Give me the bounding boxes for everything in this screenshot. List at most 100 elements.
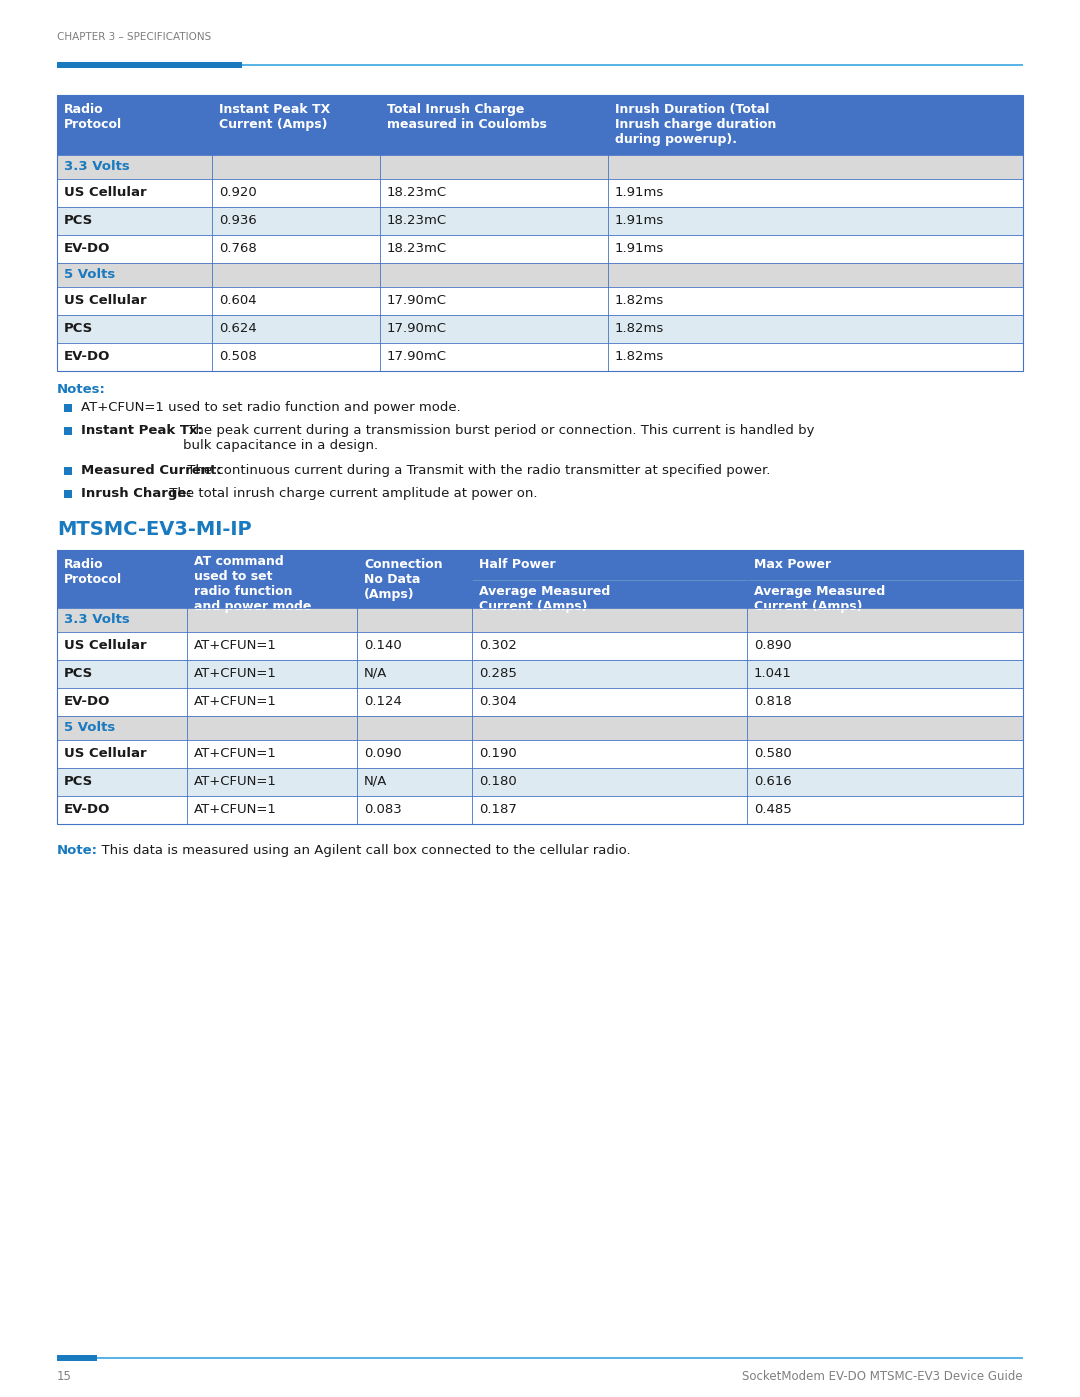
Text: 17.90mC: 17.90mC — [387, 321, 447, 335]
Bar — [57, 550, 187, 608]
Text: AT+CFUN=1: AT+CFUN=1 — [194, 747, 276, 760]
Text: AT+CFUN=1: AT+CFUN=1 — [194, 666, 276, 680]
Text: 1.82ms: 1.82ms — [615, 293, 664, 307]
Bar — [57, 95, 212, 155]
Bar — [57, 235, 1023, 263]
Bar — [57, 155, 1023, 179]
Text: 0.302: 0.302 — [480, 638, 517, 652]
Text: EV-DO: EV-DO — [64, 351, 110, 363]
Text: 0.604: 0.604 — [219, 293, 257, 307]
Text: N/A: N/A — [364, 666, 388, 680]
Bar — [57, 608, 1023, 631]
Text: 5 Volts: 5 Volts — [64, 721, 116, 733]
Text: N/A: N/A — [364, 775, 388, 788]
Text: 15: 15 — [57, 1370, 72, 1383]
Text: AT+CFUN=1: AT+CFUN=1 — [194, 803, 276, 816]
Text: 3.3 Volts: 3.3 Volts — [64, 613, 130, 626]
Text: PCS: PCS — [64, 214, 93, 226]
Bar — [57, 550, 1023, 824]
Text: 1.82ms: 1.82ms — [615, 351, 664, 363]
Bar — [187, 550, 357, 608]
Text: PCS: PCS — [64, 321, 93, 335]
Text: Half Power: Half Power — [480, 557, 555, 571]
Text: 0.818: 0.818 — [754, 694, 792, 708]
Text: Average Measured
Current (Amps): Average Measured Current (Amps) — [754, 585, 886, 613]
Bar — [57, 286, 1023, 314]
Text: Max Power: Max Power — [754, 557, 832, 571]
Text: The peak current during a transmission burst period or connection. This current : The peak current during a transmission b… — [183, 425, 814, 453]
Text: 0.616: 0.616 — [754, 775, 792, 788]
Text: PCS: PCS — [64, 775, 93, 788]
Text: 0.190: 0.190 — [480, 747, 516, 760]
Text: 17.90mC: 17.90mC — [387, 293, 447, 307]
Bar — [57, 61, 242, 68]
Text: US Cellular: US Cellular — [64, 638, 147, 652]
Text: Average Measured
Current (Amps): Average Measured Current (Amps) — [480, 585, 610, 613]
Text: 0.140: 0.140 — [364, 638, 402, 652]
Text: 0.890: 0.890 — [754, 638, 792, 652]
Text: Inrush Charge:: Inrush Charge: — [81, 488, 192, 500]
Text: The continuous current during a Transmit with the radio transmitter at specified: The continuous current during a Transmit… — [183, 464, 770, 476]
Text: 18.23mC: 18.23mC — [387, 242, 447, 256]
Text: 0.936: 0.936 — [219, 214, 257, 226]
Text: Measured Current:: Measured Current: — [81, 464, 221, 476]
Text: AT+CFUN=1: AT+CFUN=1 — [194, 638, 276, 652]
Text: US Cellular: US Cellular — [64, 747, 147, 760]
Text: Note:: Note: — [57, 844, 98, 856]
Text: 0.187: 0.187 — [480, 803, 517, 816]
Text: 1.82ms: 1.82ms — [615, 321, 664, 335]
Bar — [57, 179, 1023, 207]
Text: Notes:: Notes: — [57, 383, 106, 395]
Bar — [212, 95, 380, 155]
Bar — [57, 95, 1023, 372]
Text: 3.3 Volts: 3.3 Volts — [64, 161, 130, 173]
Bar — [242, 64, 1023, 66]
Text: 18.23mC: 18.23mC — [387, 214, 447, 226]
Text: Instant Peak TX
Current (Amps): Instant Peak TX Current (Amps) — [219, 103, 330, 131]
Bar — [57, 314, 1023, 344]
Text: 0.768: 0.768 — [219, 242, 257, 256]
Text: 0.304: 0.304 — [480, 694, 516, 708]
Text: US Cellular: US Cellular — [64, 293, 147, 307]
Text: PCS: PCS — [64, 666, 93, 680]
Text: 0.180: 0.180 — [480, 775, 516, 788]
Text: 1.91ms: 1.91ms — [615, 186, 664, 198]
Text: AT+CFUN=1: AT+CFUN=1 — [194, 775, 276, 788]
Bar — [64, 490, 72, 497]
Text: AT command
used to set
radio function
and power mode: AT command used to set radio function an… — [194, 555, 311, 613]
Bar — [57, 344, 1023, 372]
Text: Instant Peak Tx:: Instant Peak Tx: — [81, 425, 207, 437]
Text: US Cellular: US Cellular — [64, 186, 147, 198]
Bar — [57, 768, 1023, 796]
Text: EV-DO: EV-DO — [64, 803, 110, 816]
Bar — [57, 659, 1023, 687]
Bar — [64, 427, 72, 434]
Text: 0.485: 0.485 — [754, 803, 792, 816]
Text: 0.124: 0.124 — [364, 694, 402, 708]
Bar — [57, 263, 1023, 286]
Bar — [380, 95, 608, 155]
Text: 0.508: 0.508 — [219, 351, 257, 363]
Text: Total Inrush Charge
measured in Coulombs: Total Inrush Charge measured in Coulombs — [387, 103, 546, 131]
Text: 1.91ms: 1.91ms — [615, 214, 664, 226]
Bar — [57, 207, 1023, 235]
Bar — [608, 95, 1023, 155]
Bar — [57, 740, 1023, 768]
Text: This data is measured using an Agilent call box connected to the cellular radio.: This data is measured using an Agilent c… — [93, 844, 631, 856]
Text: 1.91ms: 1.91ms — [615, 242, 664, 256]
Bar — [57, 796, 1023, 824]
Text: Connection
No Data
(Amps): Connection No Data (Amps) — [364, 557, 443, 601]
Bar — [57, 687, 1023, 717]
Text: AT+CFUN=1: AT+CFUN=1 — [194, 694, 276, 708]
Text: SocketModem EV-DO MTSMC-EV3 Device Guide: SocketModem EV-DO MTSMC-EV3 Device Guide — [742, 1370, 1023, 1383]
Text: EV-DO: EV-DO — [64, 242, 110, 256]
Text: The total inrush charge current amplitude at power on.: The total inrush charge current amplitud… — [165, 488, 538, 500]
Text: 17.90mC: 17.90mC — [387, 351, 447, 363]
Text: 0.624: 0.624 — [219, 321, 257, 335]
Text: 0.083: 0.083 — [364, 803, 402, 816]
Bar — [472, 550, 747, 608]
Bar — [64, 404, 72, 412]
Text: Radio
Protocol: Radio Protocol — [64, 557, 122, 585]
Text: AT+CFUN=1 used to set radio function and power mode.: AT+CFUN=1 used to set radio function and… — [81, 401, 461, 414]
Text: Inrush Duration (Total
Inrush charge duration
during powerup).: Inrush Duration (Total Inrush charge dur… — [615, 103, 777, 147]
